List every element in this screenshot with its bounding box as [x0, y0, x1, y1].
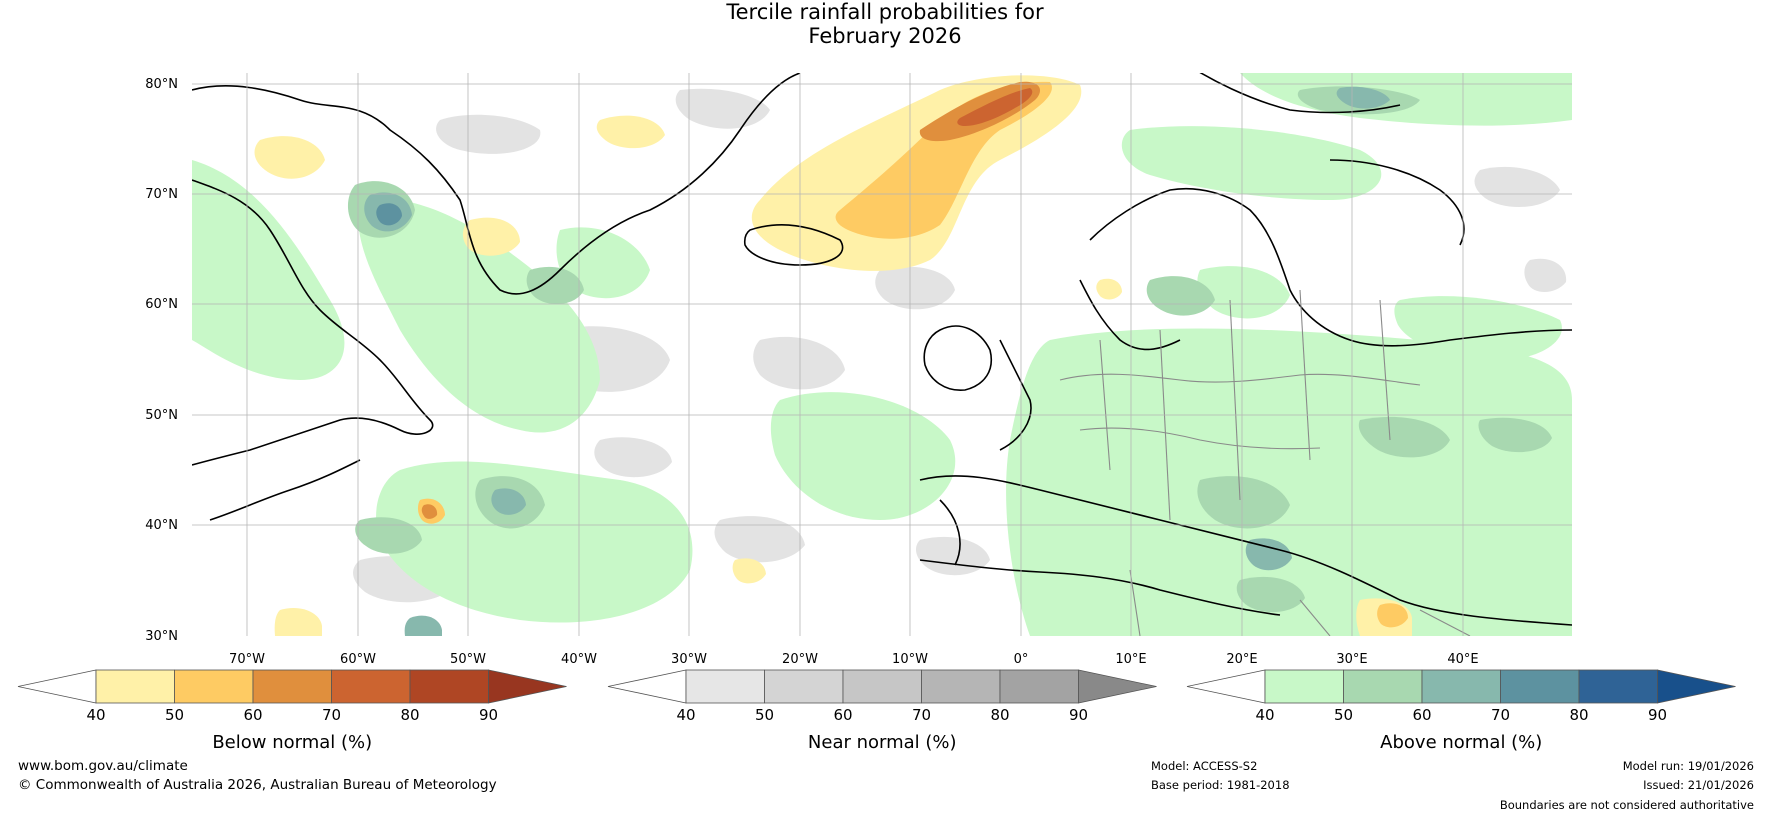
- title-line-1: Tercile rainfall probabilities for: [726, 0, 1044, 24]
- lon-label: 30°W: [671, 652, 707, 667]
- lon-label: 10°W: [892, 652, 928, 667]
- lon-label: 0°: [1014, 652, 1029, 667]
- base-period-text: Base period: 1981-2018: [1151, 778, 1290, 792]
- country-borders: [1059, 289, 1471, 636]
- lat-label: 40°N: [145, 518, 178, 533]
- legend-tick-label: 90: [1069, 706, 1088, 724]
- coastlines: [192, 73, 1572, 626]
- legend-tick-label: 60: [833, 706, 852, 724]
- legend-tick-label: 40: [1255, 706, 1274, 724]
- legend-upper-arrow: [488, 669, 567, 704]
- lon-label: 20°W: [782, 652, 818, 667]
- lat-label: 50°N: [145, 408, 178, 423]
- legend-tick-label: 70: [322, 706, 341, 724]
- footer: www.bom.gov.au/climate © Commonwealth of…: [18, 758, 1754, 812]
- lon-label: 10°E: [1115, 652, 1146, 667]
- legend-swatch: [95, 669, 175, 704]
- lon-label: 50°W: [450, 652, 486, 667]
- lon-label: 60°W: [340, 652, 376, 667]
- lon-label: 30°E: [1336, 652, 1367, 667]
- legend-swatch: [252, 669, 332, 704]
- legend-swatch: [174, 669, 254, 704]
- longitude-labels: 70°W 60°W 50°W 40°W 30°W 20°W 10°W 0° 10…: [229, 652, 1479, 667]
- above-normal-patches: [192, 73, 1572, 636]
- legend-swatch: [1343, 669, 1423, 704]
- graticule: [192, 73, 1572, 636]
- legend-swatch: [1578, 669, 1658, 704]
- legend-swatch: [409, 669, 489, 704]
- latitude-labels: 80°N 70°N 60°N 50°N 40°N 30°N: [145, 77, 178, 644]
- legend-swatch: [764, 669, 844, 704]
- legend-lower-arrow: [17, 669, 97, 704]
- legend-tick-label: 80: [1569, 706, 1588, 724]
- legend-title: Above normal (%): [1380, 732, 1542, 753]
- legend-swatch: [1264, 669, 1344, 704]
- below-normal-legend: 40 50 60 70 80 90 Below normal (%): [17, 669, 567, 753]
- legend-upper-arrow: [1657, 669, 1736, 704]
- lon-label: 40°W: [561, 652, 597, 667]
- title-line-2: February 2026: [808, 24, 962, 48]
- above-normal-legend: 40 50 60 70 80 90 Above normal (%): [1186, 669, 1736, 753]
- near-normal-legend: 40 50 60 70 80 90 Near normal (%): [607, 669, 1157, 753]
- disclaimer-text: Boundaries are not considered authoritat…: [1500, 798, 1754, 812]
- lat-label: 60°N: [145, 297, 178, 312]
- lat-label: 70°N: [145, 187, 178, 202]
- colorbar-legends: 40 50 60 70 80 90 Below normal (%) 40 50 60 70 80 90…: [17, 669, 1736, 753]
- map-area: [192, 73, 1572, 636]
- legend-tick-label: 70: [912, 706, 931, 724]
- legend-swatch: [331, 669, 411, 704]
- model-text: Model: ACCESS-S2: [1151, 759, 1257, 773]
- legend-swatch: [999, 669, 1079, 704]
- legend-swatch: [685, 669, 765, 704]
- legend-lower-arrow: [1186, 669, 1266, 704]
- below-normal-patches: [254, 75, 1412, 636]
- legend-tick-label: 50: [1334, 706, 1353, 724]
- legend-lower-arrow: [607, 669, 687, 704]
- legend-tick-label: 70: [1491, 706, 1510, 724]
- legend-swatch: [921, 669, 1001, 704]
- legend-tick-label: 60: [243, 706, 262, 724]
- chart-title: Tercile rainfall probabilities for Febru…: [0, 0, 1770, 48]
- legend-tick-label: 80: [990, 706, 1009, 724]
- legend-swatch: [1500, 669, 1580, 704]
- copyright-text: © Commonwealth of Australia 2026, Austra…: [18, 777, 497, 793]
- lon-label: 70°W: [229, 652, 265, 667]
- legend-tick-label: 60: [1412, 706, 1431, 724]
- legend-swatch: [842, 669, 922, 704]
- legend-title: Below normal (%): [212, 732, 372, 753]
- lat-label: 30°N: [145, 629, 178, 644]
- legend-swatch: [1421, 669, 1501, 704]
- legend-tick-label: 50: [165, 706, 184, 724]
- legend-tick-label: 40: [676, 706, 695, 724]
- issued-text: Issued: 21/01/2026: [1643, 778, 1754, 792]
- legend-upper-arrow: [1078, 669, 1157, 704]
- legend-tick-label: 90: [479, 706, 498, 724]
- lon-label: 20°E: [1226, 652, 1257, 667]
- lon-label: 40°E: [1447, 652, 1478, 667]
- lat-label: 80°N: [145, 77, 178, 92]
- legend-tick-label: 40: [86, 706, 105, 724]
- legend-tick-label: 90: [1648, 706, 1667, 724]
- model-run-text: Model run: 19/01/2026: [1623, 759, 1754, 773]
- legend-tick-label: 80: [400, 706, 419, 724]
- website-text: www.bom.gov.au/climate: [18, 758, 188, 774]
- legend-title: Near normal (%): [808, 732, 957, 753]
- legend-tick-label: 50: [755, 706, 774, 724]
